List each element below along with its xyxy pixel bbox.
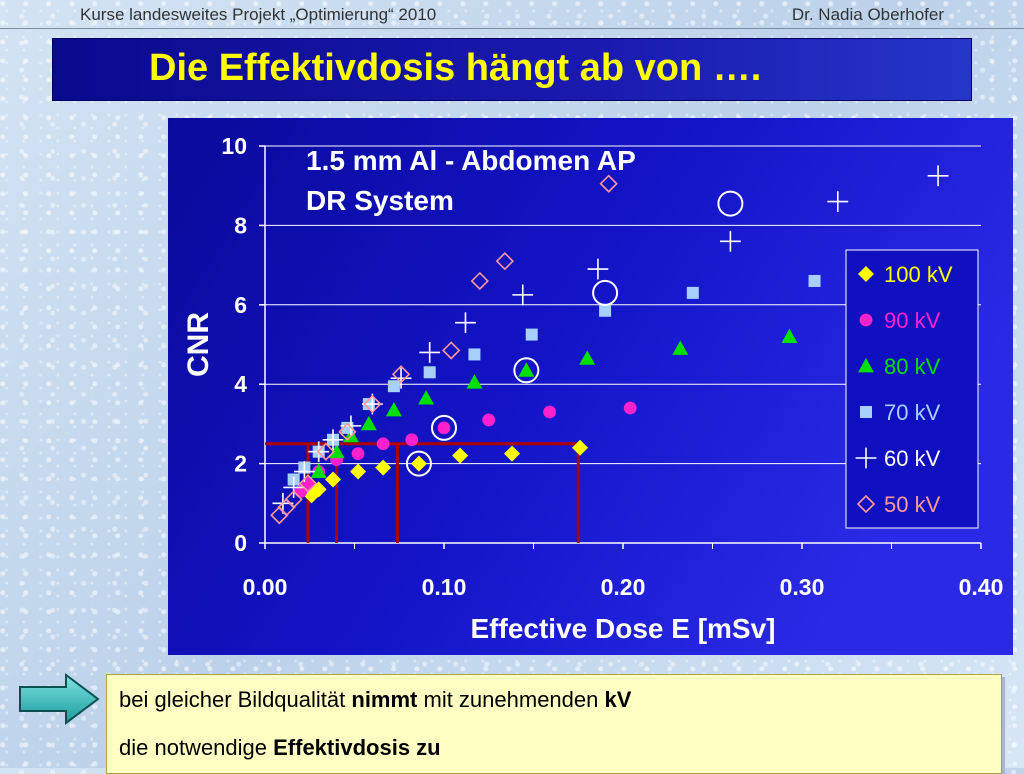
data-point: [672, 340, 689, 355]
data-point: [310, 463, 327, 478]
highlight-circle: [717, 190, 744, 217]
data-point: [350, 463, 367, 480]
header-divider: [0, 28, 1024, 29]
data-point: [455, 312, 476, 334]
y-tick-label: 6: [234, 292, 247, 318]
data-point: [781, 328, 798, 343]
data-point: [325, 471, 342, 488]
y-axis-label: CNR: [182, 312, 215, 377]
data-point: [316, 442, 335, 461]
data-point: [390, 367, 412, 389]
highlight-circle: [513, 357, 540, 384]
data-point: [572, 439, 589, 456]
data-point: [720, 230, 741, 252]
data-point: [363, 394, 382, 414]
legend-label: 70 kV: [884, 400, 941, 425]
data-point: [298, 474, 318, 493]
data-point: [468, 348, 481, 361]
right-arrow-icon: [19, 673, 100, 725]
course-title: Kurse landesweites Projekt „Optimierung“…: [80, 5, 437, 24]
data-point: [376, 437, 390, 451]
y-tick-label: 10: [221, 133, 247, 159]
conclusion-note: bei gleicher Bildqualität nimmt mit zune…: [106, 674, 1002, 774]
data-point: [599, 304, 612, 317]
data-point: [351, 447, 365, 461]
x-axis-label: Effective Dose E [mSv]: [471, 613, 776, 644]
data-point: [437, 421, 451, 435]
y-tick-label: 4: [234, 371, 247, 397]
author-name: Dr. Nadia Oberhofer: [791, 5, 944, 24]
legend-marker: [860, 406, 872, 418]
highlight-circle: [592, 279, 619, 306]
data-point: [340, 415, 362, 437]
data-point: [391, 365, 411, 384]
data-point: [418, 390, 435, 405]
legend-label: 60 kV: [884, 446, 941, 471]
data-point: [360, 415, 377, 431]
legend-label: 90 kV: [884, 308, 941, 333]
data-point: [410, 455, 427, 472]
slide-header: Kurse landesweites Projekt „Optimierung“…: [0, 0, 1024, 30]
legend-marker: [855, 447, 877, 469]
data-point: [419, 342, 441, 363]
x-tick-label: 0.40: [959, 574, 1004, 600]
data-point: [338, 422, 357, 441]
data-point: [283, 477, 305, 498]
scatter-chart: 0 2 4 6 8 10 0.00 0.10 0.20 0.30 0.40 Effective Do…: [168, 118, 1013, 655]
legend-marker: [858, 358, 874, 373]
data-point: [579, 350, 596, 365]
data-point: [405, 433, 419, 447]
data-point: [387, 380, 400, 393]
data-point: [385, 402, 402, 417]
legend-label: 100 kV: [884, 262, 953, 287]
legend-marker: [859, 313, 873, 327]
data-point: [686, 286, 699, 299]
data-point: [927, 165, 949, 187]
legend-marker: [858, 266, 874, 282]
highlight-circle: [405, 450, 432, 477]
data-point: [495, 251, 514, 271]
x-tick-label: 0.00: [243, 574, 288, 600]
data-point: [808, 274, 821, 287]
slide-title: Die Effektivdosis hängt ab von ….: [149, 47, 762, 89]
legend-label: 80 kV: [884, 354, 941, 379]
data-point: [322, 429, 344, 451]
data-point: [482, 413, 496, 427]
data-point: [284, 490, 303, 509]
data-point: [518, 362, 535, 377]
data-point: [543, 405, 557, 419]
data-point: [525, 328, 538, 341]
y-tick-label: 2: [234, 451, 247, 477]
data-point: [623, 401, 637, 415]
note-line-2: die notwendige Effektivdosis zu: [119, 735, 441, 760]
legend-box: [845, 249, 979, 529]
slide-title-box: Die Effektivdosis hängt ab von ….: [52, 38, 972, 101]
chart-title-line: DR System: [306, 185, 454, 216]
legend-marker: [856, 494, 876, 514]
data-point: [375, 459, 392, 476]
legend-label: 50 kV: [884, 492, 941, 517]
data-point: [442, 341, 461, 360]
chart-title-line: 1.5 mm Al - Abdomen AP: [306, 145, 636, 176]
data-point: [504, 445, 521, 462]
data-point: [452, 447, 469, 464]
y-tick-label: 8: [234, 212, 247, 238]
data-point: [470, 271, 489, 291]
data-point: [512, 284, 534, 306]
x-tick-label: 0.20: [601, 574, 646, 600]
y-tick-label: 0: [234, 530, 247, 556]
x-tick-label: 0.30: [780, 574, 825, 600]
x-tick-label: 0.10: [422, 574, 467, 600]
data-point: [466, 374, 483, 389]
data-point: [328, 443, 345, 459]
note-line-1: bei gleicher Bildqualität nimmt mit zune…: [119, 687, 632, 712]
data-point: [599, 174, 618, 193]
data-point: [587, 258, 609, 280]
data-point: [827, 191, 849, 212]
highlight-circle: [431, 414, 457, 441]
chart-panel: 0 2 4 6 8 10 0.00 0.10 0.20 0.30 0.40 Effective Do…: [168, 118, 1013, 655]
data-point: [423, 366, 436, 379]
